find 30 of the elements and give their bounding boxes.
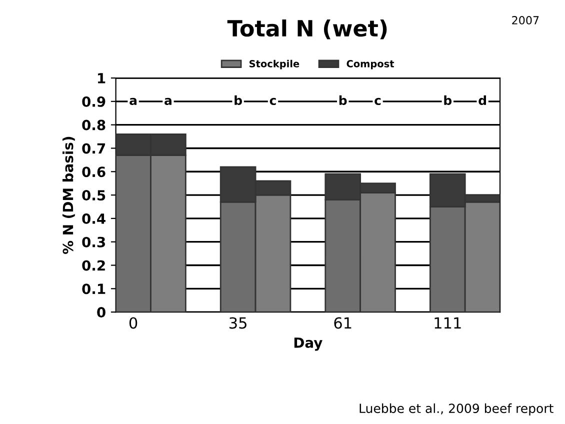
x-tick-label: 61 — [334, 317, 352, 329]
annotation: c — [374, 98, 381, 106]
x-tick-label: 111 — [434, 317, 461, 329]
y-axis-title: % N (DM basis) — [62, 136, 75, 254]
x-tick-label: 0 — [129, 317, 138, 329]
y-tick-label: 0.4 — [82, 213, 106, 224]
y-tick-label: 0.8 — [82, 120, 106, 130]
x-axis-title: Day — [294, 338, 322, 351]
annotation: a — [164, 98, 172, 106]
annotation: c — [270, 98, 276, 106]
y-tick-label: 0.9 — [82, 96, 106, 107]
x-tick-label: 35 — [230, 317, 246, 329]
text: Luebbe et al., 2009 beef report — [360, 403, 554, 416]
y-tick-label: 0 — [97, 307, 106, 318]
legend-label: Compost — [346, 60, 394, 70]
text: 2007 — [512, 16, 539, 24]
chart-title: Total N (wet) — [227, 19, 387, 40]
y-tick-label: 0.6 — [82, 166, 106, 178]
annotation: b — [444, 95, 452, 106]
annotation: d — [478, 95, 486, 106]
y-tick-label: 0.3 — [82, 236, 105, 248]
y-tick-label: 0.7 — [82, 143, 105, 154]
annotation: b — [339, 95, 347, 106]
y-tick-label: 1 — [98, 73, 106, 84]
annotation: b — [234, 95, 242, 106]
legend-label: Stockpile — [250, 60, 300, 70]
annotation: a — [130, 98, 137, 106]
y-tick-label: 0.5 — [82, 190, 106, 201]
y-tick-label: 0.2 — [82, 260, 105, 271]
y-tick-label: 0.1 — [82, 284, 106, 294]
